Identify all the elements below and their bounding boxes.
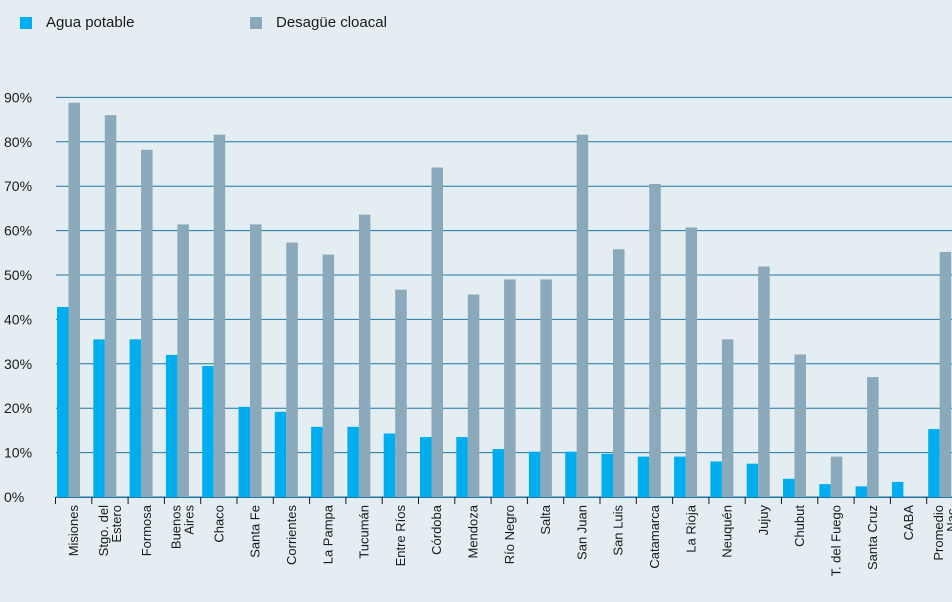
bar-desague-cloacal <box>685 227 698 497</box>
x-category-label: Misiones <box>66 505 81 557</box>
y-tick-label: 0% <box>4 489 24 505</box>
bar-agua-potable <box>420 437 432 497</box>
x-category-label: Estero <box>109 505 124 543</box>
x-category-label: Aires <box>182 505 197 535</box>
bar-desague-cloacal <box>649 183 661 498</box>
legend-item-desague: Desagüe cloacal <box>250 14 387 31</box>
legend-swatch-agua <box>20 16 32 29</box>
legend-label-desague: Desagüe cloacal <box>276 14 387 31</box>
bar-agua-potable <box>710 461 722 497</box>
bar-agua-potable <box>746 463 759 497</box>
x-category-label: CABA <box>901 505 916 541</box>
bar-desague-cloacal <box>467 294 480 497</box>
y-tick-label: 70% <box>4 178 32 194</box>
x-category-label: Neuquén <box>720 505 735 558</box>
bar-agua-potable <box>456 437 468 497</box>
bar-desague-cloacal <box>250 224 262 497</box>
x-category-label: San Luis <box>611 505 626 556</box>
x-category-label: Mendoza <box>465 504 480 558</box>
bar-desague-cloacal <box>395 289 407 497</box>
bar-agua-potable <box>129 339 142 497</box>
bar-agua-potable <box>383 433 396 497</box>
legend-item-agua: Agua potable <box>20 14 134 31</box>
x-category-label: Entre Ríos <box>393 505 408 567</box>
bar-desague-cloacal <box>358 214 371 497</box>
bar-desague-cloacal <box>141 149 153 498</box>
bar-desague-cloacal <box>104 115 117 497</box>
x-category-label: Nac. <box>944 505 952 532</box>
y-tick-label: 90% <box>4 89 32 105</box>
bar-agua-potable <box>783 478 795 497</box>
bar-desague-cloacal <box>867 377 879 497</box>
legend-label-agua: Agua potable <box>46 14 135 31</box>
bar-desague-cloacal <box>576 134 589 498</box>
bar-agua-potable <box>165 354 178 497</box>
x-category-label: Santa Fe <box>248 505 263 558</box>
x-category-label: Tucumán <box>357 505 372 559</box>
bar-agua-potable <box>855 486 868 497</box>
x-category-label: Salta <box>538 504 553 534</box>
bar-desague-cloacal <box>613 249 625 497</box>
x-category-label: Chaco <box>211 505 226 543</box>
bar-desague-cloacal <box>504 279 516 497</box>
x-category-label: Jujuy <box>756 505 771 536</box>
x-category-label: Corrientes <box>284 505 299 565</box>
bar-agua-potable <box>637 456 650 497</box>
x-category-label: Buenos <box>169 505 184 550</box>
bar-agua-potable <box>93 339 105 497</box>
bar-desague-cloacal <box>431 167 443 497</box>
x-category-label: Chubut <box>792 505 807 547</box>
bar-desague-cloacal <box>540 279 552 497</box>
y-tick-label: 40% <box>4 311 32 327</box>
x-category-label: Stgo. del <box>96 505 111 556</box>
y-tick-label: 30% <box>4 356 32 372</box>
bar-agua-potable <box>311 426 323 497</box>
bar-desague-cloacal <box>721 339 734 497</box>
bar-desague-cloacal <box>939 251 952 497</box>
bar-desague-cloacal <box>213 134 226 498</box>
y-tick-label: 50% <box>4 267 32 283</box>
bar-agua-potable <box>57 306 69 497</box>
y-tick-label: 60% <box>4 223 32 239</box>
bar-agua-potable <box>202 366 214 497</box>
bar-agua-potable <box>565 451 577 497</box>
x-category-label: Formosa <box>139 504 154 556</box>
bar-agua-potable <box>819 484 831 497</box>
bar-desague-cloacal <box>177 224 189 497</box>
bar-desague-cloacal <box>758 266 770 497</box>
x-category-label: Catamarca <box>647 504 662 568</box>
bar-agua-potable <box>528 451 541 497</box>
x-category-label: La Rioja <box>683 504 698 552</box>
bar-desague-cloacal <box>286 242 298 497</box>
y-tick-label: 10% <box>4 445 32 461</box>
bar-desague-cloacal <box>68 102 80 497</box>
bar-agua-potable <box>891 481 904 497</box>
bar-agua-potable <box>238 406 250 497</box>
bar-desague-cloacal <box>830 456 843 497</box>
bar-agua-potable <box>274 411 287 497</box>
y-tick-label: 20% <box>4 400 32 416</box>
x-category-label: La Pampa <box>320 504 335 564</box>
bar-agua-potable <box>601 453 613 497</box>
legend-swatch-desague <box>250 16 262 29</box>
bar-agua-potable <box>492 449 505 497</box>
bar-agua-potable <box>674 456 686 497</box>
x-category-label: San Juan <box>574 505 589 560</box>
x-category-label: Santa Cruz <box>865 505 880 570</box>
bar-agua-potable <box>928 429 940 497</box>
x-category-label: T. del Fuego <box>828 505 843 577</box>
bar-agua-potable <box>347 426 359 497</box>
x-category-label: Río Negro <box>502 505 517 564</box>
y-tick-label: 80% <box>4 134 32 150</box>
bar-desague-cloacal <box>322 254 335 497</box>
bar-desague-cloacal <box>794 354 806 497</box>
x-category-label: Promedio <box>931 505 946 561</box>
x-category-label: Córdoba <box>429 504 444 555</box>
